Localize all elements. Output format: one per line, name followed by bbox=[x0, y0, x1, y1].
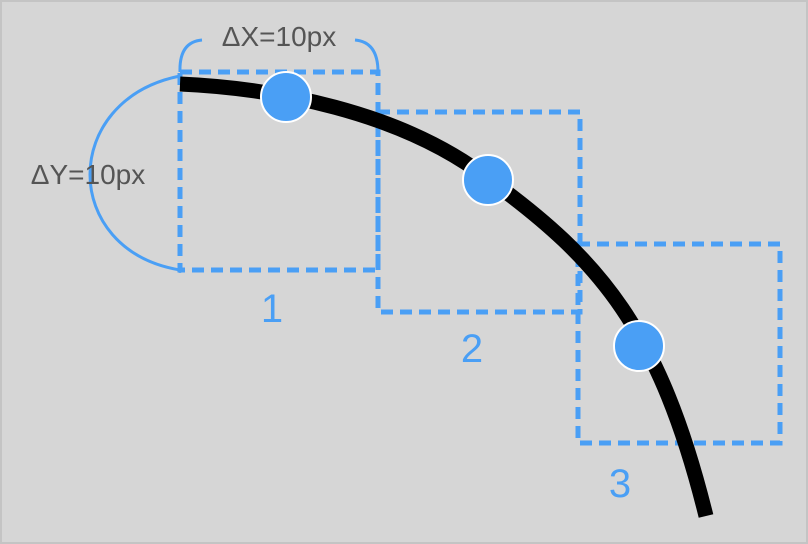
box-2-label: 2 bbox=[461, 327, 483, 371]
box-3-label: 3 bbox=[609, 462, 631, 506]
grid-box-2 bbox=[375, 109, 583, 315]
sample-point-2 bbox=[462, 154, 514, 206]
dy-brace-end-dot bbox=[177, 267, 183, 273]
dx-brace bbox=[178, 38, 380, 73]
box-1-label: 1 bbox=[261, 287, 283, 331]
sample-point-1 bbox=[260, 71, 312, 123]
sample-point-3 bbox=[613, 320, 665, 372]
dx-label: ΔX=10px bbox=[222, 21, 336, 52]
dy-brace bbox=[88, 74, 181, 272]
dy-label: ΔY=10px bbox=[31, 159, 145, 190]
